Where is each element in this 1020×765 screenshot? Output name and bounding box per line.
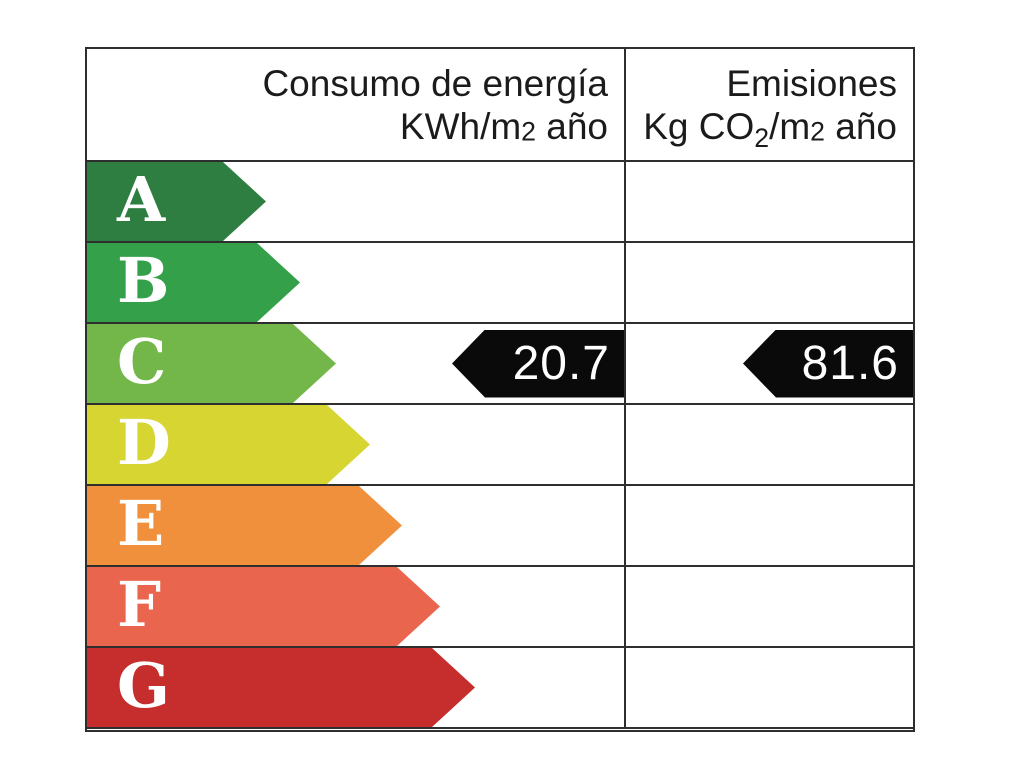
rating-row-d-scale-cell: D — [87, 405, 624, 486]
header-emissions-line1: Emisiones — [726, 63, 897, 104]
rating-letter-b: B — [117, 243, 170, 317]
header-emissions-line2: Kg CO2/m2 año — [643, 106, 897, 153]
header-consumption-line1: Consumo de energía — [262, 63, 608, 104]
rating-arrow-a: A — [87, 162, 266, 241]
rating-row-e-scale-cell: E — [87, 486, 624, 567]
co2-subscript: 2 — [754, 122, 770, 153]
rating-row-f-emissions-cell — [624, 567, 913, 648]
rating-letter-c: C — [117, 324, 167, 398]
emissions-value-marker: 81.6 — [743, 329, 913, 398]
rating-arrow-b: B — [87, 243, 300, 322]
rating-letter-e: E — [117, 486, 165, 560]
header-consumption: Consumo de energía KWh/m2 año — [87, 49, 624, 162]
rating-row-g-scale-cell: G — [87, 648, 624, 729]
rating-letter-f: F — [117, 567, 162, 641]
energy-rating-table: Consumo de energía KWh/m2 año Emisiones … — [85, 47, 915, 732]
rating-row-a-scale-cell: A — [87, 162, 624, 243]
rating-letter-a: A — [117, 162, 166, 236]
rating-row-c-scale-cell: C 20.7 — [87, 324, 624, 405]
emissions-value: 81.6 — [801, 336, 899, 390]
m2-exponent: 2 — [521, 116, 536, 147]
rating-arrow-g: G — [87, 648, 475, 727]
rating-row-f-scale-cell: F — [87, 567, 624, 648]
rating-row-d-emissions-cell — [624, 405, 913, 486]
rating-arrow-f: F — [87, 567, 440, 646]
header-emissions: Emisiones Kg CO2/m2 año — [624, 49, 913, 162]
m2-exponent: 2 — [810, 116, 825, 147]
rating-arrow-c: C — [87, 324, 336, 403]
rating-row-b-emissions-cell — [624, 243, 913, 324]
consumption-value-marker: 20.7 — [452, 329, 624, 398]
rating-letter-g: G — [117, 648, 170, 722]
rating-row-c-emissions-cell: 81.6 — [624, 324, 913, 405]
consumption-value: 20.7 — [512, 336, 610, 390]
rating-row-a-emissions-cell — [624, 162, 913, 243]
rating-arrow-e: E — [87, 486, 402, 565]
rating-arrow-d: D — [87, 405, 370, 484]
header-consumption-line2: KWh/m2 año — [399, 106, 608, 147]
rating-row-g-emissions-cell — [624, 648, 913, 729]
rating-row-b-scale-cell: B — [87, 243, 624, 324]
rating-row-e-emissions-cell — [624, 486, 913, 567]
rating-letter-d: D — [117, 405, 171, 479]
